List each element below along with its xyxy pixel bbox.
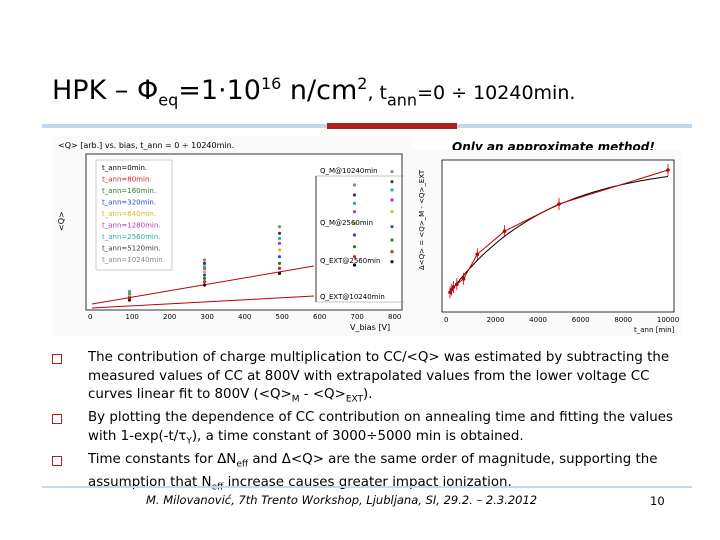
- data-point: [352, 255, 357, 259]
- data-point: [202, 265, 207, 269]
- x-tick-label: 10000: [657, 316, 679, 324]
- data-point: [390, 198, 394, 202]
- legend-entry: t_ann=80min.: [102, 176, 152, 184]
- plot-frame: [441, 159, 675, 313]
- data-point: [277, 255, 282, 259]
- data-point: [390, 225, 394, 229]
- x-tick-label: 0: [88, 313, 92, 321]
- x-tick-label: 2000: [487, 316, 505, 324]
- data-point: [277, 231, 282, 235]
- x-tick-label: 800: [388, 313, 401, 321]
- legend-entry: t_ann=5120min.: [102, 245, 161, 253]
- data-point: [277, 248, 282, 252]
- footer-divider: [42, 486, 692, 488]
- y-axis-label: Δ<Q> = <Q>_M - <Q>_EXT: [418, 169, 426, 270]
- bullet-list: The contribution of charge multiplicatio…: [52, 349, 692, 497]
- data-point: [352, 201, 357, 205]
- legend-box: [95, 159, 173, 271]
- data-point: [352, 245, 357, 249]
- data-point: [202, 270, 207, 274]
- data-point: [390, 210, 394, 214]
- annotation-label: Q_EXT@2560min: [320, 257, 380, 265]
- data-point: [202, 276, 207, 280]
- data-point: [390, 188, 394, 192]
- x-tick-label: 8000: [614, 316, 632, 324]
- data-point: [202, 273, 207, 277]
- annotation-label: Q_M@10240min: [320, 167, 378, 175]
- x-tick-label: 0: [444, 316, 448, 324]
- legend-entry: t_ann=160min.: [102, 187, 156, 195]
- slide-title: HPK – Φeq=1·1016 n/cm2, tann=0 ÷ 10240mi…: [52, 74, 576, 110]
- data-point: [390, 238, 394, 242]
- legend-entry: t_ann=1280min.: [102, 222, 161, 230]
- data-point: [352, 210, 357, 214]
- x-tick-label: 100: [126, 313, 139, 321]
- data-point: [202, 258, 207, 262]
- data-points: [127, 170, 394, 302]
- bullet-marker: [52, 414, 62, 425]
- data-point: [390, 260, 394, 264]
- data-point: [202, 280, 207, 284]
- data-point: [390, 180, 394, 184]
- data-point: [390, 170, 394, 174]
- data-point: [352, 221, 357, 225]
- bullet-item: By plotting the dependence of CC contrib…: [52, 409, 692, 451]
- y-axis-label: <Q>: [57, 211, 66, 231]
- data-point: [277, 266, 282, 270]
- legend-entry: t_ann=640min.: [102, 210, 156, 218]
- data-point: [277, 261, 282, 265]
- legend-entry: t_ann=10240min.: [102, 256, 165, 264]
- bullet-marker: [52, 354, 62, 364]
- annotation-label: Q_M@2560min: [320, 219, 373, 227]
- bullet-item: The contribution of charge multiplicatio…: [52, 349, 692, 409]
- annotation-label: Q_EXT@10240min: [320, 293, 385, 301]
- chart-title: <Q> [arb.] vs. bias, t_ann = 0 ÷ 10240mi…: [58, 141, 234, 150]
- x-tick-label: 200: [163, 313, 176, 321]
- data-point: [277, 236, 282, 240]
- x-tick-label: 300: [201, 313, 214, 321]
- x-axis-label: t_ann [min]: [634, 326, 675, 334]
- data-point: [277, 241, 282, 245]
- x-tick-label: 600: [313, 313, 326, 321]
- data-point: [127, 290, 132, 294]
- legend-entry: t_ann=320min.: [102, 199, 156, 207]
- bullet-marker: [52, 455, 62, 466]
- legend: t_ann=0min. t_ann=80min. t_ann=160min. t_an…: [102, 164, 165, 264]
- legend-entry: t_ann=2560min.: [102, 233, 161, 241]
- fit-line: [91, 265, 315, 305]
- data-point: [277, 225, 282, 229]
- fit-line: [91, 295, 315, 309]
- annotations: Q_M@10240min Q_M@2560min Q_EXT@2560min Q_EX…: [320, 167, 385, 301]
- charge-contribution-vs-annealing-chart: Δ<Q> = <Q>_M - <Q>_EXT t_ann [min] 0 2000…: [412, 150, 682, 336]
- legend-entry: t_ann=0min.: [102, 164, 147, 172]
- data-point: [352, 233, 357, 237]
- charge-vs-bias-chart: <Q> [arb.] vs. bias, t_ann = 0 ÷ 10240mi…: [52, 136, 412, 336]
- data-point: [352, 193, 357, 197]
- data-point: [390, 250, 394, 254]
- data-point: [352, 183, 357, 187]
- footer-citation: M. Milovanović, 7th Trento Workshop, Lju…: [146, 493, 538, 507]
- data-point: [352, 263, 357, 267]
- x-axis-label: V_bias [V]: [350, 323, 390, 332]
- title-divider: [42, 123, 692, 129]
- x-tick-label: 6000: [572, 316, 590, 324]
- x-tick-labels: 0 2000 4000 6000 8000 10000: [444, 316, 679, 324]
- data-series: [448, 164, 670, 299]
- title-divider-accent: [327, 123, 457, 129]
- x-tick-label: 500: [276, 313, 289, 321]
- data-point: [202, 261, 207, 265]
- x-tick-label: 700: [351, 313, 364, 321]
- x-tick-labels: 0 100 200 300 400 500 600 700 800: [88, 313, 401, 321]
- x-tick-label: 4000: [529, 316, 547, 324]
- page-number: 10: [650, 494, 665, 508]
- bullet-item: Time constants for ΔNeff and Δ<Q> are th…: [52, 451, 692, 497]
- x-tick-label: 400: [238, 313, 251, 321]
